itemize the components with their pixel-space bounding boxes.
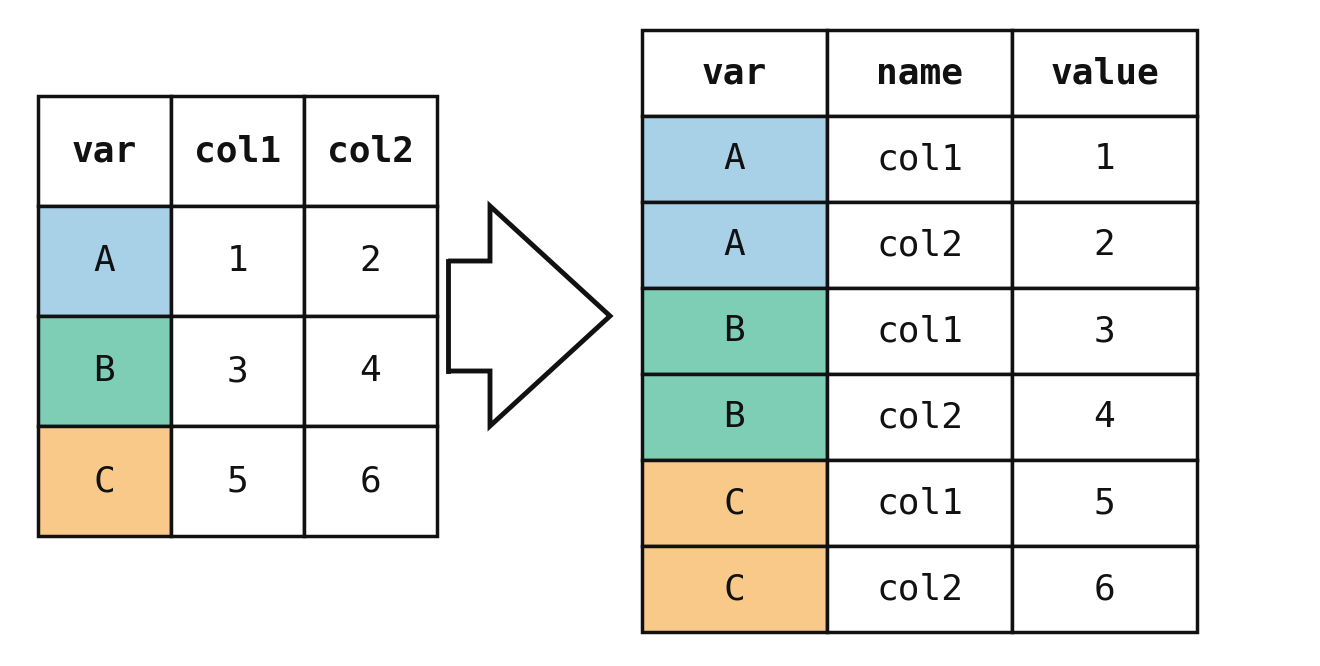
Text: 1: 1 (227, 244, 248, 278)
Text: 3: 3 (227, 354, 248, 388)
Bar (38, 426, 172, 536)
Bar (304, 206, 437, 316)
Bar (1012, 116, 1197, 202)
Text: C: C (723, 572, 746, 606)
Text: 3: 3 (1094, 314, 1115, 348)
Text: C: C (723, 486, 746, 520)
Bar (642, 116, 828, 202)
Text: col1: col1 (876, 142, 964, 176)
Bar (172, 96, 304, 206)
Polygon shape (447, 206, 610, 426)
Text: 2: 2 (1094, 228, 1115, 262)
Bar (38, 316, 172, 426)
Text: C: C (94, 464, 115, 498)
Bar (828, 460, 1012, 546)
Bar (304, 96, 437, 206)
Text: value: value (1051, 56, 1159, 90)
Text: B: B (723, 314, 746, 348)
Bar (38, 96, 172, 206)
Bar (642, 374, 828, 460)
Text: col2: col2 (876, 400, 964, 434)
Text: 5: 5 (1094, 486, 1115, 520)
Bar (1012, 30, 1197, 116)
Text: 4: 4 (359, 354, 381, 388)
Bar (1012, 374, 1197, 460)
Bar (828, 546, 1012, 632)
Bar (1012, 460, 1197, 546)
Text: B: B (723, 400, 746, 434)
Bar (38, 206, 172, 316)
Text: col1: col1 (876, 314, 964, 348)
Bar (642, 202, 828, 288)
Text: col2: col2 (876, 572, 964, 606)
Text: 6: 6 (359, 464, 381, 498)
Text: 2: 2 (359, 244, 381, 278)
Bar (1012, 546, 1197, 632)
Bar (172, 316, 304, 426)
Text: B: B (94, 354, 115, 388)
Bar (828, 374, 1012, 460)
Text: name: name (876, 56, 964, 90)
Text: A: A (723, 228, 746, 262)
Bar (642, 30, 828, 116)
Bar (828, 288, 1012, 374)
Bar (1012, 288, 1197, 374)
Text: col2: col2 (327, 134, 414, 168)
Text: 1: 1 (1094, 142, 1115, 176)
Bar (172, 206, 304, 316)
Text: var: var (702, 56, 767, 90)
Bar (828, 116, 1012, 202)
Bar (828, 202, 1012, 288)
Bar (642, 460, 828, 546)
Bar (1012, 202, 1197, 288)
Bar (642, 288, 828, 374)
Text: 5: 5 (227, 464, 248, 498)
Text: col2: col2 (876, 228, 964, 262)
Text: A: A (94, 244, 115, 278)
Text: col1: col1 (876, 486, 964, 520)
Text: A: A (723, 142, 746, 176)
Bar (172, 426, 304, 536)
Text: var: var (71, 134, 137, 168)
Bar (304, 316, 437, 426)
Bar (828, 30, 1012, 116)
Bar (304, 426, 437, 536)
Bar (642, 546, 828, 632)
Text: 6: 6 (1094, 572, 1115, 606)
Text: col1: col1 (194, 134, 281, 168)
Text: 4: 4 (1094, 400, 1115, 434)
